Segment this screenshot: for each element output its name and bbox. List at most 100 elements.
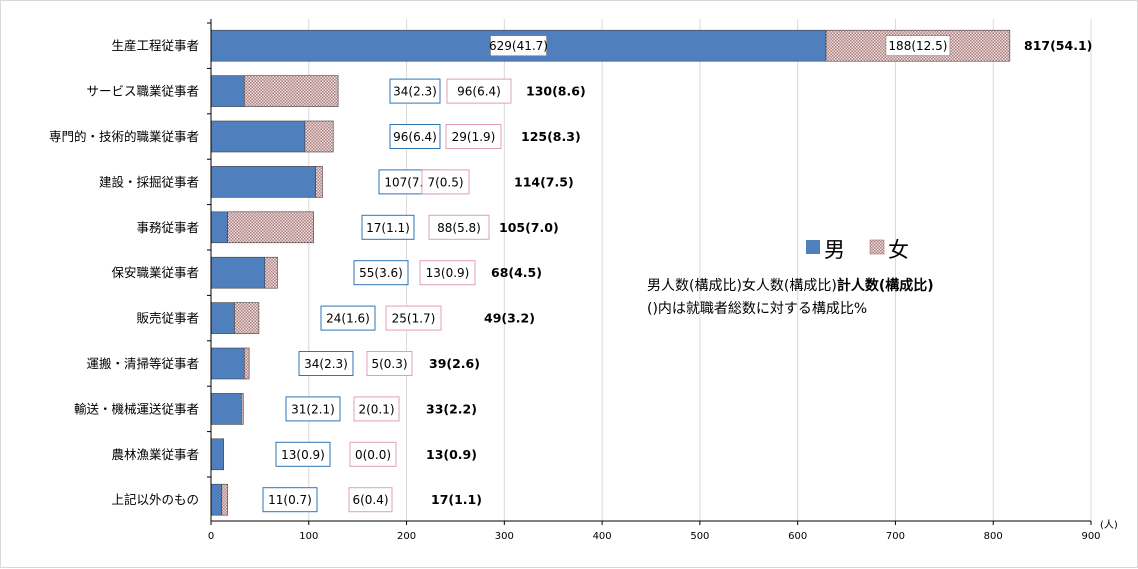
total-value-label: 817(54.1): [1024, 38, 1092, 53]
male-value-box: [389, 124, 441, 149]
female-value-box: [385, 305, 442, 331]
category-label: 上記以外のもの: [111, 492, 199, 507]
male-value-label: 55(3.6): [359, 266, 403, 280]
bar-male: [210, 438, 225, 471]
legend-male-label: 男: [824, 238, 845, 262]
legend-note-line-1: 男人数(構成比)女人数(構成比)計人数(構成比): [647, 277, 934, 294]
bar-male: [210, 256, 266, 289]
female-value-label: 188(12.5): [888, 39, 947, 53]
legend-male-swatch: [806, 240, 820, 254]
data-labels: 629(41.7) 188(12.5) 817(54.1) 34(2.3) 96(6.4…: [262, 35, 1092, 513]
x-tick-label: 200: [397, 531, 416, 542]
category-label: 専門的・技術的職業従事者: [49, 129, 199, 144]
male-value-box: [262, 487, 318, 513]
category-label: 販売従事者: [136, 311, 199, 326]
female-value-box: [445, 124, 502, 149]
bar-male: [210, 483, 223, 516]
category-label: 農林漁業従事者: [111, 447, 199, 462]
bar-female: [243, 347, 250, 380]
female-value-box: [428, 214, 490, 240]
x-tick-label: 800: [984, 531, 1003, 542]
female-value-label: 7(0.5): [427, 175, 463, 189]
total-value-label: 125(8.3): [521, 129, 581, 144]
male-value-box: [320, 305, 376, 331]
category-label: 建設・採掘従事者: [99, 174, 199, 189]
total-value-label: 130(8.6): [526, 84, 586, 99]
male-value-box: [389, 78, 441, 104]
bar-male: [210, 120, 306, 153]
total-value-label: 49(3.2): [484, 311, 535, 326]
bar-male: [210, 302, 235, 334]
legend-female-label: 女: [888, 238, 909, 262]
bar-male: [210, 393, 242, 425]
axes: 0 100 200 300 400 500 600 700 800 900(人) 生産工程従事者サー…: [49, 19, 1118, 542]
x-tick-label: 100: [299, 531, 318, 542]
bar-female: [304, 120, 334, 153]
female-value-label: 29(1.9): [452, 130, 496, 144]
female-value-box: [353, 396, 400, 422]
male-value-label: 24(1.6): [326, 312, 370, 326]
total-value-label: 105(7.0): [499, 220, 559, 235]
male-value-label: 13(0.9): [281, 448, 325, 462]
male-value-box: [285, 396, 341, 422]
female-value-label: 0(0.0): [355, 448, 391, 462]
male-value-box: [353, 260, 409, 286]
male-value-label: 17(1.1): [366, 221, 410, 235]
female-value-label: 5(0.3): [371, 357, 407, 371]
category-label: サービス職業従事者: [86, 84, 199, 99]
female-value-label: 2(0.1): [358, 402, 394, 416]
female-value-label: 88(5.8): [437, 221, 481, 235]
category-label: 運搬・清掃等従事者: [86, 356, 199, 371]
female-value-box: [885, 35, 951, 57]
bar-female: [221, 483, 228, 516]
x-tick-label: 500: [690, 531, 709, 542]
male-value-label: 34(2.3): [393, 85, 437, 99]
male-value-box: [298, 351, 354, 376]
male-value-label: 629(41.7): [489, 39, 548, 53]
male-value-label: 96(6.4): [393, 130, 437, 144]
female-value-label: 96(6.4): [457, 85, 501, 99]
bar-female: [241, 393, 244, 425]
total-value-label: 13(0.9): [426, 447, 477, 462]
male-value-label: 11(0.7): [268, 493, 312, 507]
bar-male: [210, 166, 316, 198]
legend-female-swatch: [869, 239, 885, 255]
x-unit-label: (人): [1100, 519, 1118, 531]
x-tick-label: 300: [495, 531, 514, 542]
category-label: 保安職業従事者: [111, 265, 199, 280]
female-value-box: [421, 169, 470, 195]
x-tick-label: 0: [208, 531, 214, 542]
male-value-box: [361, 214, 415, 240]
category-label: 事務従事者: [136, 220, 199, 235]
x-tick-label: 900: [1081, 531, 1100, 542]
category-label: 輸送・機械運送従事者: [74, 401, 199, 416]
male-value-label: 34(2.3): [304, 357, 348, 371]
total-value-label: 17(1.1): [431, 492, 482, 507]
bars: [210, 29, 1011, 516]
legend: 男 女: [806, 238, 909, 262]
bar-male: [210, 347, 245, 380]
male-value-box: [490, 35, 547, 57]
female-value-box: [349, 441, 397, 467]
female-value-label: 13(0.9): [426, 266, 470, 280]
x-tick-label: 600: [788, 531, 807, 542]
female-value-box: [348, 487, 393, 513]
bar-female: [315, 166, 323, 198]
female-value-label: 25(1.7): [392, 312, 436, 326]
total-value-label: 39(2.6): [429, 356, 480, 371]
total-value-label: 33(2.2): [426, 401, 477, 416]
total-value-label: 114(7.5): [514, 174, 574, 189]
female-value-box: [446, 78, 512, 104]
total-value-label: 68(4.5): [491, 265, 542, 280]
female-value-label: 6(0.4): [352, 493, 388, 507]
legend-note-line-2: ()内は就職者総数に対する構成比%: [647, 301, 867, 317]
bar-female: [234, 302, 260, 334]
male-value-label: 31(2.1): [291, 402, 335, 416]
female-value-box: [366, 351, 413, 376]
category-label: 生産工程従事者: [111, 38, 199, 53]
male-value-box: [275, 441, 331, 467]
bar-female: [227, 211, 314, 244]
bar-male: [210, 211, 228, 244]
